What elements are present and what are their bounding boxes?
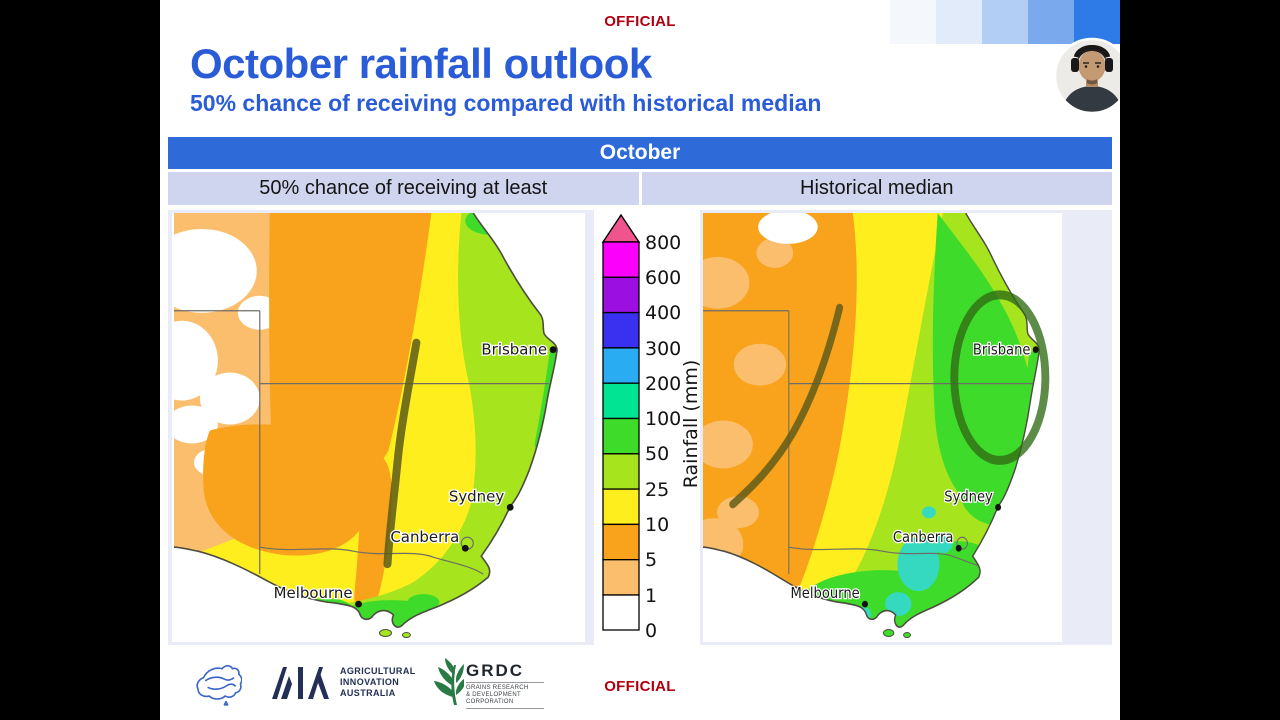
svg-text:50: 50 xyxy=(645,443,669,465)
decoration-square xyxy=(1028,0,1074,44)
svg-text:400: 400 xyxy=(645,302,681,324)
svg-text:1: 1 xyxy=(645,585,657,607)
svg-text:800: 800 xyxy=(645,232,681,254)
presenter-face xyxy=(1078,50,1106,82)
coastline xyxy=(703,213,1040,628)
official-classification-bottom: OFFICIAL xyxy=(604,678,676,695)
corner-decoration-squares xyxy=(890,0,1120,44)
city-label: Sydney xyxy=(944,489,993,506)
page-subtitle: 50% chance of receiving compared with hi… xyxy=(190,90,822,116)
presenter-goatee xyxy=(1087,79,1097,85)
legend-color-bands xyxy=(602,241,640,631)
alpine-high-rainfall-patches xyxy=(855,506,953,622)
svg-text:300: 300 xyxy=(645,338,681,360)
city-label: Brisbane xyxy=(973,342,1031,359)
city-label: Brisbane xyxy=(481,341,547,359)
presenter-shirt xyxy=(1061,86,1120,113)
rainfall-color-scale: 800 600 400 300 200 100 50 25 10 5 1 0 R… xyxy=(601,213,702,642)
city-label: Sydney xyxy=(449,487,505,505)
coastline xyxy=(173,213,558,628)
aia-logo-text: AGRICULTURAL INNOVATION AUSTRALIA xyxy=(340,666,416,698)
official-classification-top: OFFICIAL xyxy=(604,13,676,30)
decoration-square xyxy=(936,0,982,44)
maps-row: Brisbane Sydney Canberra Melbourne xyxy=(160,210,1120,645)
page-title: October rainfall outlook xyxy=(190,40,652,87)
headphone-cup xyxy=(1071,58,1079,72)
decoration-square xyxy=(1074,0,1120,44)
rainfall-map-historical-median: Brisbane Sydney Canberra Melbourne xyxy=(703,213,1062,642)
city-markers: Brisbane Sydney Canberra Melbourne xyxy=(789,341,1039,608)
aia-logo xyxy=(272,667,329,699)
svg-text:600: 600 xyxy=(645,267,681,289)
grdc-logo-text: GRDC GRAINS RESEARCH & DEVELOPMENT CORPO… xyxy=(466,661,544,709)
svg-text:200: 200 xyxy=(645,373,681,395)
city-markers: Brisbane Sydney Canberra Melbourne xyxy=(272,339,557,608)
city-label: Canberra xyxy=(390,528,459,546)
state-borders xyxy=(173,310,550,575)
svg-text:5: 5 xyxy=(645,549,657,571)
svg-text:10: 10 xyxy=(645,514,669,536)
footer: AGRICULTURAL INNOVATION AUSTRALIA GRDC G… xyxy=(160,655,1120,715)
legend-tick-labels: 800 600 400 300 200 100 50 25 10 5 1 0 xyxy=(645,232,681,642)
map-panel-chance: Brisbane Sydney Canberra Melbourne xyxy=(168,210,594,645)
column-header-chance: 50% chance of receiving at least xyxy=(168,172,639,205)
svg-text:0: 0 xyxy=(645,620,657,642)
headphone-cup xyxy=(1105,58,1113,72)
decoration-square xyxy=(982,0,1028,44)
annotation-circle-brisbane-region xyxy=(950,290,1050,465)
month-banner: October xyxy=(168,137,1112,169)
column-headers: 50% chance of receiving at least Histori… xyxy=(168,172,1112,205)
legend-axis-label: Rainfall (mm) xyxy=(680,360,702,489)
city-label: Melbourne xyxy=(274,584,353,602)
presentation-slide: OFFICIAL xyxy=(160,0,1120,720)
annotation-hand-drawn-line xyxy=(383,338,421,569)
grdc-title: GRDC xyxy=(466,661,544,683)
grdc-wheat-icon xyxy=(434,658,464,705)
map-panel-median: Brisbane Sydney Canberra Melbourne xyxy=(700,210,1112,645)
city-label: Melbourne xyxy=(790,585,859,602)
presenter-webcam-avatar xyxy=(1053,37,1120,115)
australia-outline-logo xyxy=(196,665,242,706)
svg-text:100: 100 xyxy=(645,408,681,430)
svg-text:25: 25 xyxy=(645,479,669,501)
annotation-hand-drawn-line xyxy=(729,303,844,509)
legend-arrow-cap xyxy=(601,213,641,243)
city-label: Canberra xyxy=(893,529,954,546)
column-header-median: Historical median xyxy=(641,172,1112,205)
decoration-square xyxy=(890,0,936,44)
headphones-band xyxy=(1073,45,1111,58)
rainfall-map-50pct-chance: Brisbane Sydney Canberra Melbourne xyxy=(172,213,585,642)
grdc-subtitle-lines: GRAINS RESEARCH & DEVELOPMENT CORPORATIO… xyxy=(466,683,544,709)
